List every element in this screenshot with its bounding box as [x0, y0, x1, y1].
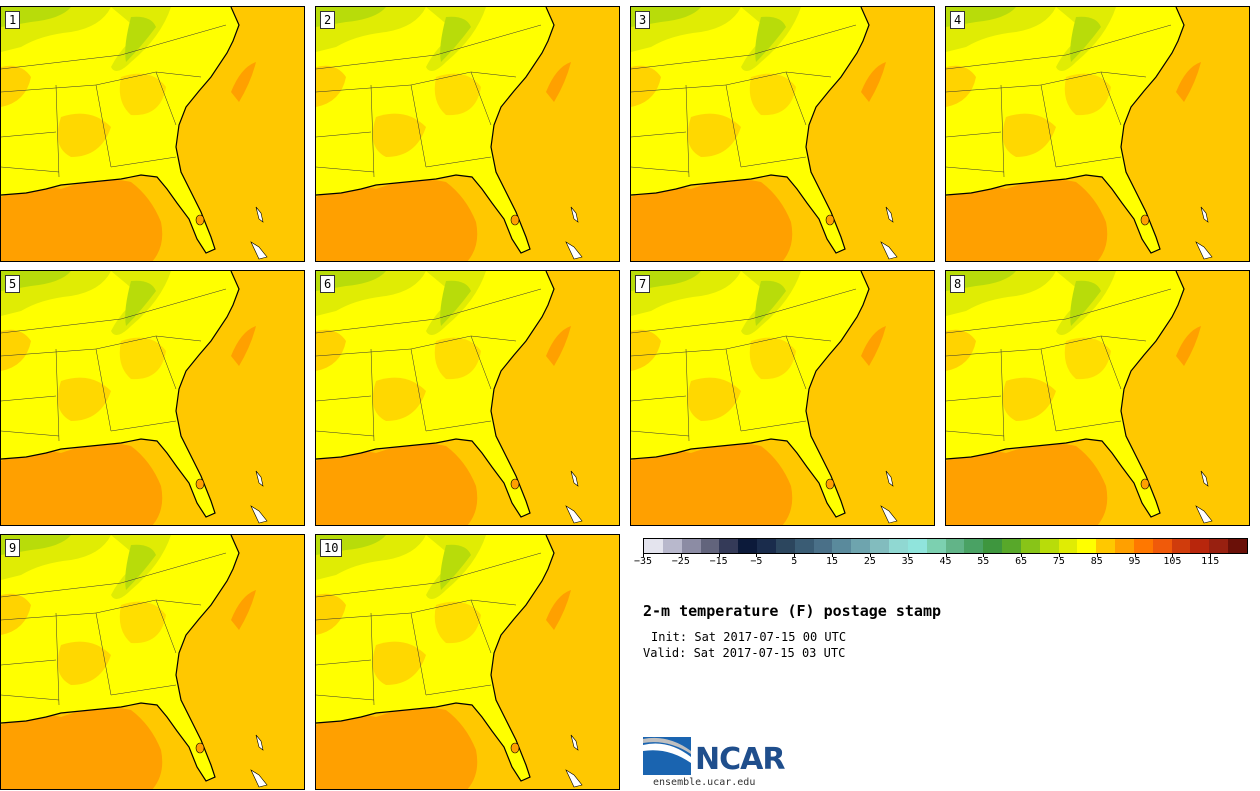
map-panel: 7 [630, 270, 935, 526]
colorbar-bin [1171, 539, 1191, 553]
map-panel: 8 [945, 270, 1250, 526]
colorbar-tick-label: 65 [1015, 556, 1028, 567]
map-panel: 3 [630, 6, 935, 262]
map-title: 2-m temperature (F) postage stamp [643, 602, 942, 620]
colorbar-tick-label: 55 [977, 556, 990, 567]
colorbar-ticks: −35 −25 −15 −5 5 15 25 35 45 55 65 75 85 95 105 115 [634, 554, 1248, 572]
valid-time: Valid: Sat 2017-07-15 03 UTC [643, 646, 846, 660]
colorbar-bin [662, 539, 682, 553]
map-panel: 1 [0, 6, 305, 262]
colorbar-bin [888, 539, 908, 553]
panel-number: 8 [950, 275, 966, 293]
panel-number: 7 [635, 275, 651, 293]
colorbar-bin [1058, 539, 1078, 553]
colorbar-bin [926, 539, 946, 553]
colorbar-bin [1096, 539, 1116, 553]
colorbar-tick-label: 15 [826, 556, 839, 567]
colorbar-tick-label: −25 [671, 556, 690, 567]
colorbar-bin [832, 539, 852, 553]
map-panel: 9 [0, 534, 305, 790]
colorbar-bin [813, 539, 833, 553]
colorbar-tickmark [756, 554, 758, 557]
colorbar-tickmark [945, 554, 947, 557]
map-panel: 2 [315, 6, 620, 262]
colorbar-bin [870, 539, 889, 553]
colorbar-tickmark [869, 554, 871, 557]
panel-number: 9 [5, 539, 21, 557]
panel-number: 1 [5, 11, 21, 29]
colorbar-tickmark [1172, 554, 1174, 557]
colorbar-tick-label: −15 [709, 556, 728, 567]
colorbar-tickmark [680, 554, 682, 557]
colorbar-bin [907, 539, 927, 553]
colorbar-tickmark [832, 554, 834, 557]
colorbar-tick-label: 85 [1090, 556, 1103, 567]
logo-url: ensemble.ucar.edu [653, 777, 756, 788]
colorbar-tick-label: 75 [1052, 556, 1065, 567]
colorbar-tick-label: 45 [939, 556, 952, 567]
map-panel: 10 [315, 534, 620, 790]
colorbar-bin [1039, 539, 1059, 553]
panel-number: 2 [320, 11, 336, 29]
colorbar-tickmark [983, 554, 985, 557]
colorbar-tickmark [794, 554, 796, 557]
colorbar-bin [719, 539, 739, 553]
init-time: Init: Sat 2017-07-15 00 UTC [651, 630, 847, 644]
colorbar-tickmark [1058, 554, 1060, 557]
colorbar-tickmark [1134, 554, 1136, 557]
colorbar-tickmark [907, 554, 909, 557]
colorbar-bin [945, 539, 965, 553]
colorbar-tickmark [1210, 554, 1212, 557]
colorbar-bin [1152, 539, 1172, 553]
colorbar-bin [644, 539, 663, 553]
colorbar-bin [700, 539, 720, 553]
colorbar-tick-label: 25 [863, 556, 876, 567]
colorbar-tick-label: 5 [791, 556, 798, 567]
colorbar-bin [1020, 539, 1040, 553]
colorbar-bin [851, 539, 871, 553]
ncar-logo-icon [643, 737, 691, 775]
ncar-logo-text: NCAR [695, 742, 785, 777]
panel-number: 3 [635, 11, 651, 29]
colorbar-tick-label: 95 [1128, 556, 1141, 567]
colorbar-bin [964, 539, 984, 553]
colorbar-bin [1002, 539, 1021, 553]
colorbar-tick-label: −5 [750, 556, 763, 567]
colorbar-bin [1115, 539, 1134, 553]
colorbar-tickmark [1096, 554, 1098, 557]
colorbar-bin [983, 539, 1003, 553]
colorbar-bin [1133, 539, 1153, 553]
map-panel: 6 [315, 270, 620, 526]
colorbar-tick-label: 35 [901, 556, 914, 567]
panel-number: 5 [5, 275, 21, 293]
colorbar-bin [738, 539, 758, 553]
colorbar-tick-label: −35 [633, 556, 653, 567]
colorbar-bin [775, 539, 795, 553]
panel-number: 6 [320, 275, 336, 293]
panel-number: 4 [950, 11, 966, 29]
panel-number: 10 [320, 539, 343, 557]
colorbar-bin [681, 539, 701, 553]
colorbar-bin [794, 539, 814, 553]
colorbar [643, 538, 1248, 554]
colorbar-bin [757, 539, 776, 553]
map-panel: 4 [945, 6, 1250, 262]
colorbar-tickmark [643, 554, 644, 557]
colorbar-bin [1209, 539, 1229, 553]
colorbar-tick-label: 115 [1201, 556, 1220, 567]
colorbar-tickmark [1021, 554, 1023, 557]
colorbar-bin [1077, 539, 1097, 553]
colorbar-bin [1228, 539, 1247, 553]
colorbar-tickmark [718, 554, 720, 557]
map-panel: 5 [0, 270, 305, 526]
colorbar-tick-label: 105 [1163, 556, 1182, 567]
colorbar-bin [1190, 539, 1210, 553]
